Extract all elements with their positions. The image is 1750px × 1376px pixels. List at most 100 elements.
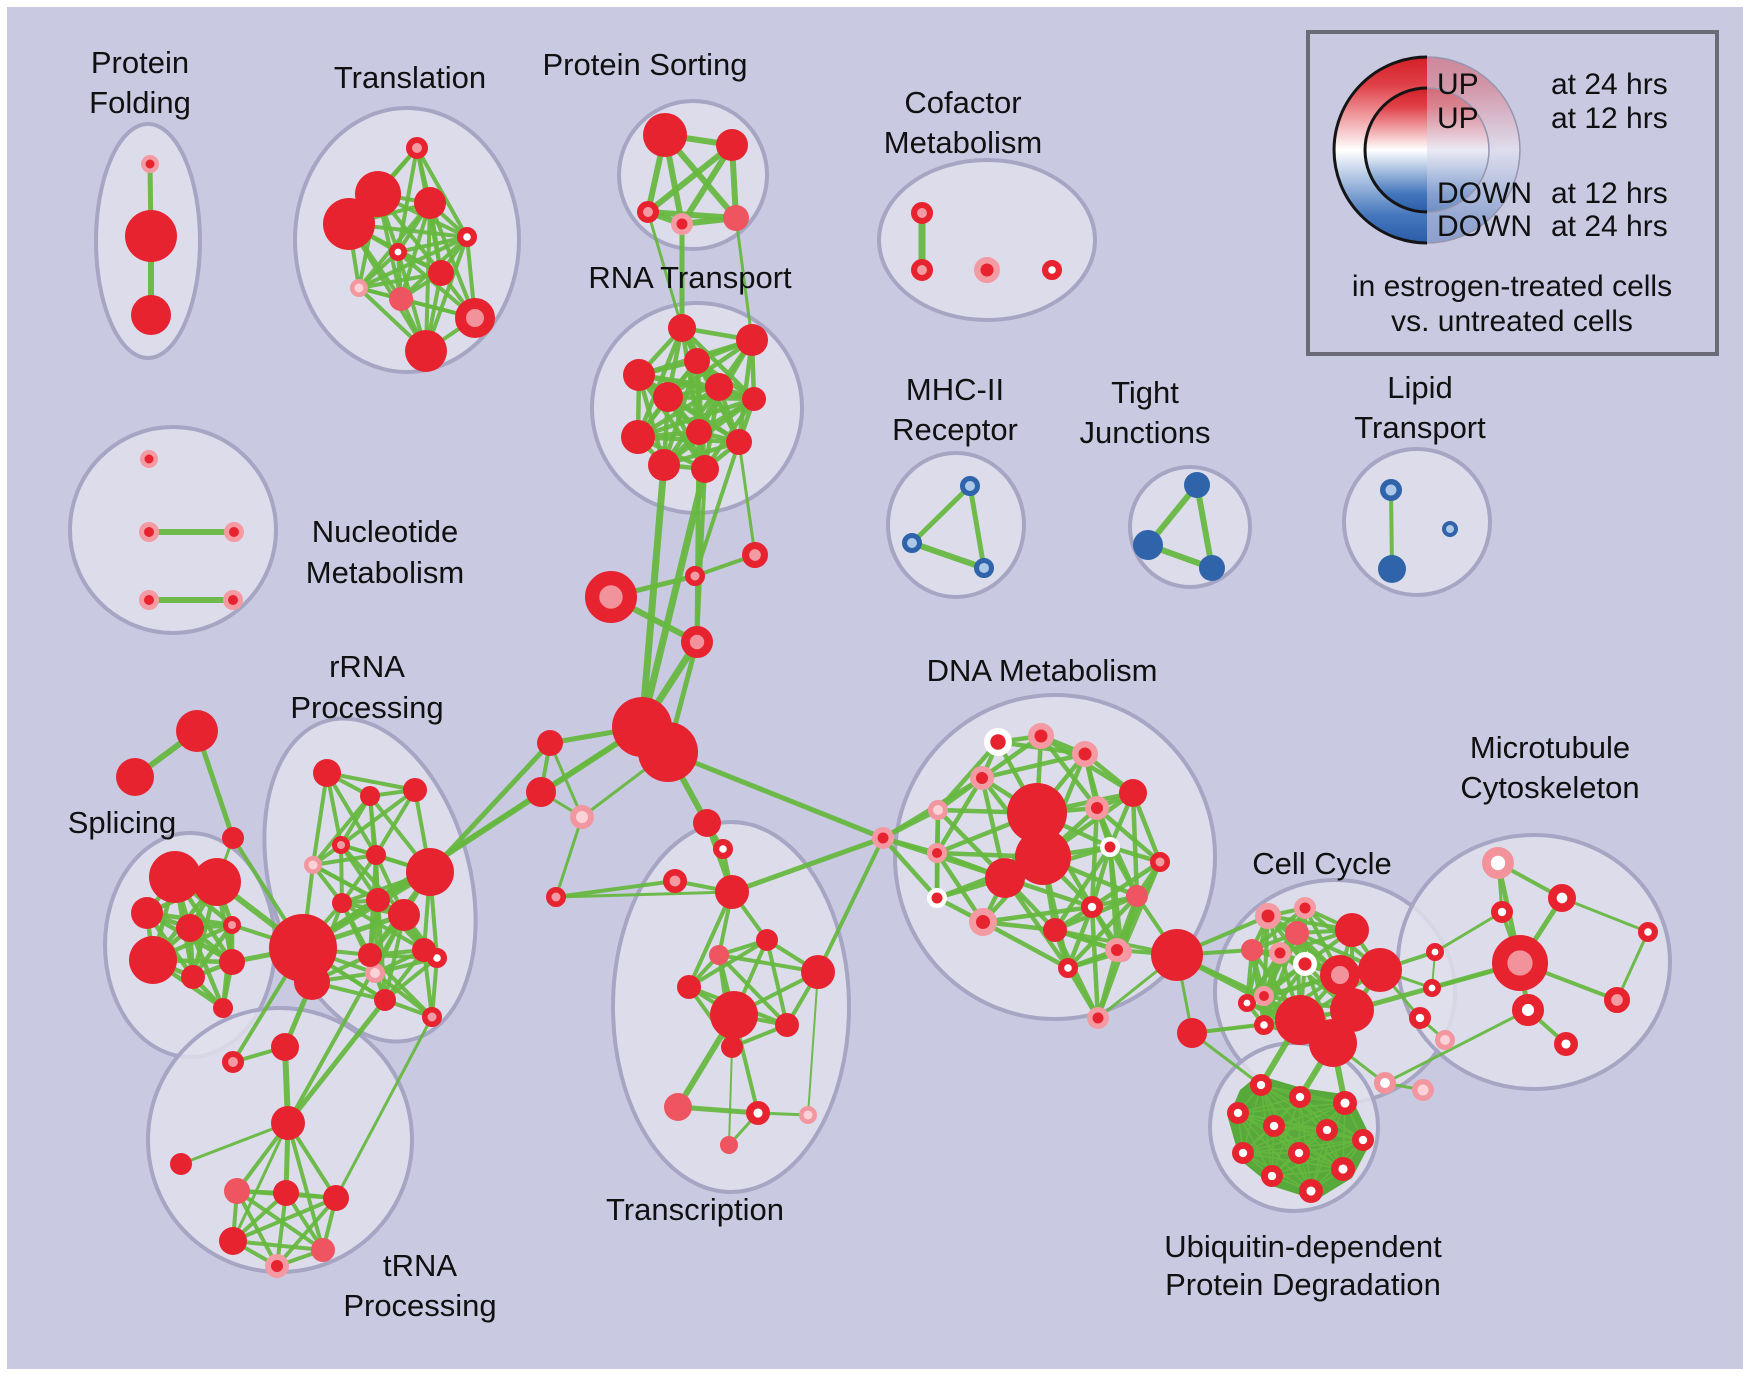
node-t4 bbox=[323, 198, 375, 250]
edge-d20-d21 bbox=[1095, 949, 1125, 1021]
edge-u3-u4 bbox=[1237, 1102, 1346, 1114]
node-d6 bbox=[927, 843, 947, 863]
node-ls1 bbox=[537, 730, 563, 756]
edge-r16-r17 bbox=[383, 956, 439, 1002]
legend-caption-line1: in estrogen-treated cells bbox=[1352, 270, 1672, 303]
node-rt6 bbox=[653, 382, 683, 412]
edge-r3-r6 bbox=[374, 788, 417, 857]
label-microtubule-cytoskeleton-line2: Cytoskeleton bbox=[1460, 770, 1639, 805]
edge-c5-c4 bbox=[554, 890, 734, 899]
edge-c5-c3 bbox=[554, 879, 677, 899]
node-r15 bbox=[365, 963, 385, 983]
node-c8 bbox=[677, 975, 701, 999]
node-rt12 bbox=[691, 455, 719, 483]
node-t5 bbox=[457, 227, 478, 248]
node-sp3 bbox=[742, 542, 769, 569]
edge-tnH-tnI bbox=[231, 1239, 325, 1252]
node-c9 bbox=[801, 955, 835, 989]
edge-sp2-rt10 bbox=[693, 440, 741, 578]
node-pf3 bbox=[131, 295, 171, 335]
edge-mh1-mh2 bbox=[909, 483, 973, 546]
node-s3 bbox=[131, 897, 163, 929]
node-tnA bbox=[271, 1033, 299, 1061]
node-b1 bbox=[1151, 929, 1203, 981]
node-rt10 bbox=[726, 429, 752, 455]
edge-ps5-rt2 bbox=[734, 216, 754, 342]
node-d14 bbox=[969, 908, 997, 936]
edge-cc2-cc5 bbox=[1250, 906, 1307, 952]
edge-rt4-rt12 bbox=[636, 372, 708, 472]
edge-c7-c11 bbox=[717, 953, 789, 1027]
node-cm4 bbox=[1041, 260, 1062, 281]
node-m7 bbox=[1603, 987, 1630, 1014]
node-sp2 bbox=[685, 566, 705, 586]
node-s7 bbox=[181, 965, 205, 989]
label-lipid-transport-line2: Transport bbox=[1354, 410, 1486, 445]
edge-c12-c16 bbox=[728, 1046, 733, 1146]
edge-sp6-dm0 bbox=[665, 749, 886, 841]
label-lipid-transport-line1: Lipid bbox=[1387, 370, 1453, 405]
node-c11 bbox=[775, 1013, 799, 1037]
edge-tnC-tnD bbox=[179, 1121, 290, 1166]
edge-rt7-rt9 bbox=[635, 396, 757, 440]
edge-ps2-ps3 bbox=[645, 142, 735, 215]
edge-r3-r4 bbox=[339, 788, 417, 847]
edge-u4-u12 bbox=[1237, 1112, 1312, 1192]
legend-direction-4: DOWN bbox=[1437, 210, 1532, 243]
node-ls2 bbox=[526, 777, 556, 807]
node-cc10 bbox=[1254, 986, 1274, 1006]
edge-c4-dm0 bbox=[729, 835, 886, 895]
node-c14 bbox=[745, 1100, 770, 1125]
node-r11 bbox=[269, 914, 337, 982]
node-t9 bbox=[389, 287, 413, 311]
node-m2 bbox=[1547, 884, 1576, 913]
node-cm2 bbox=[911, 258, 934, 281]
edge-tj1-tj3 bbox=[1194, 482, 1215, 571]
node-nm2 bbox=[139, 522, 159, 542]
node-cc14 bbox=[1253, 1014, 1274, 1035]
node-tnJ bbox=[265, 1254, 289, 1278]
label-cell-cycle-line1: Cell Cycle bbox=[1252, 846, 1392, 881]
node-cc8 bbox=[1320, 955, 1360, 995]
node-r4 bbox=[332, 835, 351, 854]
edge-mh2-mh3 bbox=[909, 540, 987, 571]
node-t8 bbox=[350, 279, 368, 297]
label-rrna-processing-line1: rRNA bbox=[329, 649, 405, 684]
node-u12 bbox=[1298, 1178, 1323, 1203]
edge-d10-d15 bbox=[1089, 805, 1100, 910]
edge-t7-t8 bbox=[357, 271, 443, 290]
edge-c9-c15 bbox=[807, 971, 819, 1116]
cluster-labels: Protein Folding Translation Protein Sorting… bbox=[68, 45, 1640, 1323]
edge-u7-u11 bbox=[1271, 1139, 1364, 1177]
node-u1 bbox=[1250, 1074, 1273, 1097]
node-rt7 bbox=[742, 387, 766, 411]
label-transcription-line1: Transcription bbox=[606, 1192, 784, 1227]
edge-u4-u7 bbox=[1237, 1112, 1364, 1141]
node-m6 bbox=[1423, 978, 1442, 997]
edge-u3-u11 bbox=[1271, 1102, 1346, 1177]
node-cc7 bbox=[1292, 952, 1317, 977]
legend-caption-line2: vs. untreated cells bbox=[1391, 305, 1633, 338]
node-r3 bbox=[403, 778, 427, 802]
node-d11 bbox=[1119, 779, 1147, 807]
node-cc1 bbox=[1255, 903, 1281, 929]
label-splicing-line1: Splicing bbox=[68, 805, 177, 840]
node-d22 bbox=[1057, 957, 1078, 978]
edge-r15-r18 bbox=[373, 971, 434, 1019]
node-t11 bbox=[405, 330, 447, 372]
node-t7 bbox=[428, 260, 454, 286]
node-cc2 bbox=[1294, 897, 1316, 919]
label-translation-line1: Translation bbox=[334, 60, 486, 95]
cluster-mhc-ii bbox=[886, 451, 1026, 599]
legend-direction-2: UP bbox=[1437, 102, 1479, 135]
edge-m2-m10 bbox=[1560, 896, 1650, 934]
node-ls3 bbox=[570, 805, 594, 829]
node-d3 bbox=[1072, 741, 1098, 767]
node-t3 bbox=[414, 187, 446, 219]
node-u9 bbox=[1288, 1142, 1311, 1165]
node-d7 bbox=[1007, 783, 1067, 843]
node-m8 bbox=[1511, 994, 1544, 1027]
node-u7 bbox=[1352, 1129, 1375, 1152]
legend-wheel-inner bbox=[1363, 86, 1428, 214]
